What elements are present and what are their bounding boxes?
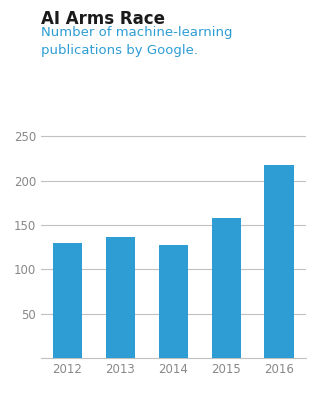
Bar [159, 246, 188, 358]
Bar [106, 236, 135, 358]
Bar [265, 165, 294, 358]
Bar [212, 218, 241, 358]
Bar [53, 243, 82, 358]
Text: Number of machine-learning
publications by Google.: Number of machine-learning publications … [41, 26, 232, 57]
Text: AI Arms Race: AI Arms Race [41, 10, 165, 28]
